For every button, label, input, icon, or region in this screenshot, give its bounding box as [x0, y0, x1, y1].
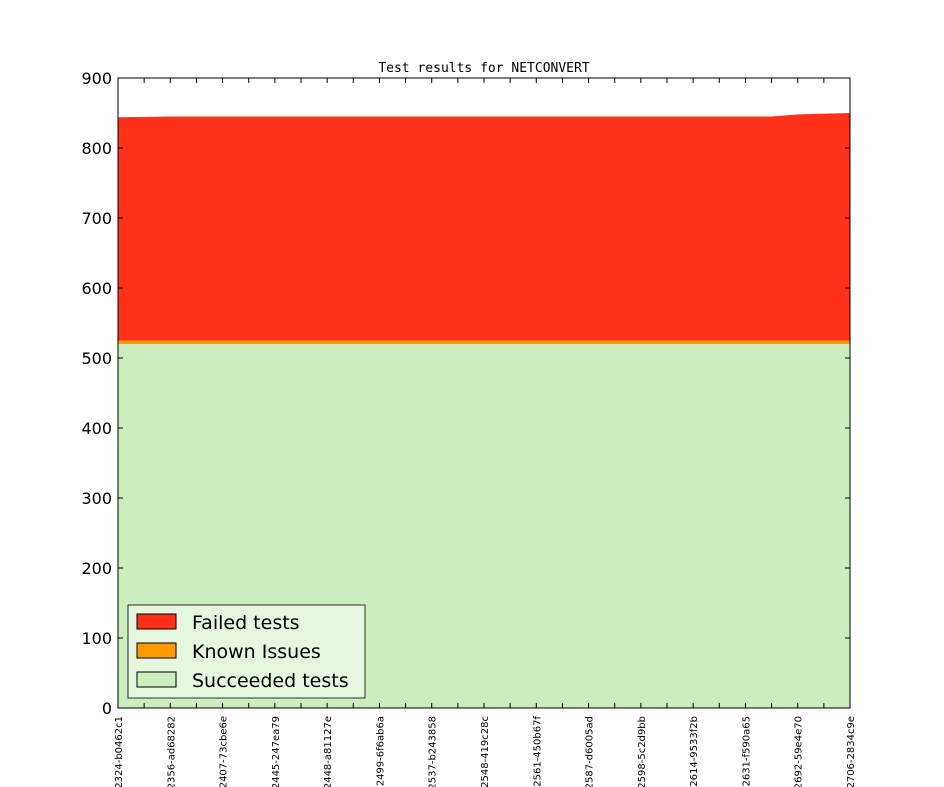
y-tick-label: 600	[81, 279, 112, 298]
legend-swatch-succeeded	[136, 671, 177, 688]
x-tick-label: 2448-a81127e	[323, 716, 334, 787]
y-tick-label: 800	[81, 139, 112, 158]
x-tick-label: 2407-73cbe6e	[219, 716, 230, 787]
x-tick-label: 2561-450b67f	[532, 716, 543, 787]
y-tick-label: 500	[81, 349, 112, 368]
x-tick-label: 2614-9533f2b	[689, 716, 700, 787]
x-tick-label: 2356-ad68282	[166, 716, 177, 787]
y-axis: 0 100 200 300 400 500 600 700 800 900	[81, 69, 850, 718]
x-tick-label: 2631-f590a65	[741, 716, 752, 787]
y-tick-label: 700	[81, 209, 112, 228]
x-tick-label: 2324-b0462c1	[114, 716, 125, 787]
y-tick-label: 0	[102, 699, 112, 718]
x-axis: 2324-b0462c1 2356-ad68282 2407-73cbe6e 2445…	[114, 78, 857, 787]
legend-label-failed: Failed tests	[192, 612, 300, 634]
x-tick-label: 2537-b243858	[428, 716, 439, 787]
chart-title: Test results for NETCONVERT	[378, 61, 589, 76]
y-tick-label: 200	[81, 559, 112, 578]
legend-label-known: Known Issues	[192, 641, 321, 663]
x-tick-label: 2598-5c2d9bb	[637, 716, 648, 787]
y-tick-label: 900	[81, 69, 112, 88]
legend: Failed tests Known Issues Succeeded test…	[127, 604, 366, 699]
legend-swatch-failed	[136, 613, 177, 630]
y-tick-label: 300	[81, 489, 112, 508]
x-tick-label: 2706-2834c9e	[846, 716, 857, 787]
legend-label-succeeded: Succeeded tests	[192, 670, 349, 692]
area-known-issues	[118, 340, 850, 344]
x-tick-label: 2499-6f6ab6a	[375, 716, 386, 786]
x-tick-label: 2445-247ea79	[271, 716, 282, 787]
y-tick-label: 100	[81, 629, 112, 648]
x-tick-label: 2548-419c28c	[480, 716, 491, 787]
area-failed-tests	[118, 113, 850, 341]
y-tick-label: 400	[81, 419, 112, 438]
x-tick-label: 2587-d6005ad	[585, 716, 596, 787]
legend-swatch-known	[136, 642, 177, 659]
x-tick-label: 2692-59e4e70	[794, 716, 805, 787]
